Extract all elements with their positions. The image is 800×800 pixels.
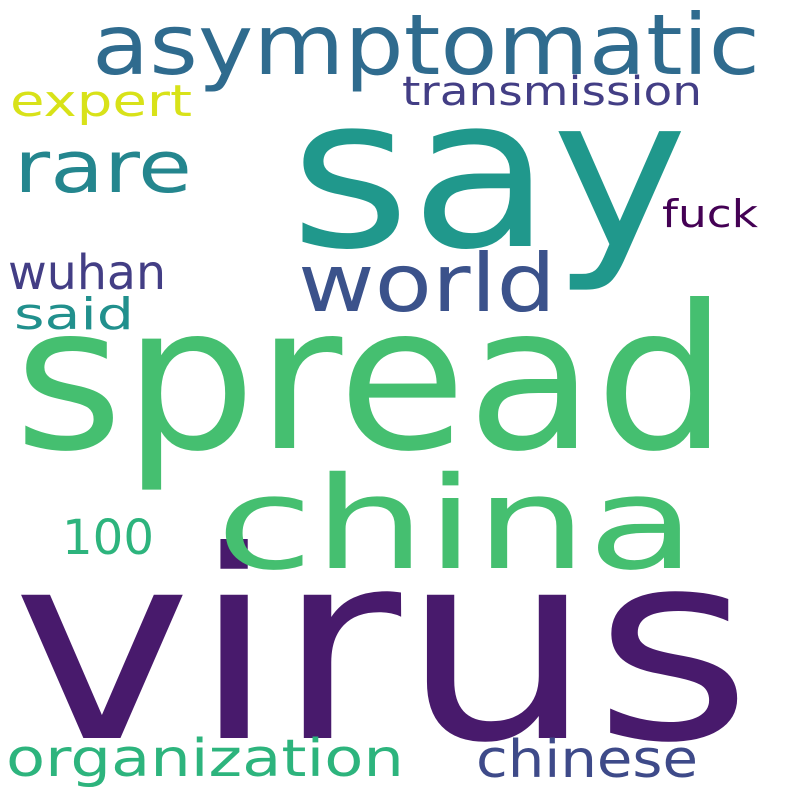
word-say: say <box>290 51 688 296</box>
word-chinese: chinese <box>476 730 698 790</box>
word-expert: expert <box>10 76 192 127</box>
word-organization: organization <box>6 729 404 789</box>
word-virus: virus <box>12 495 752 800</box>
word-fuck: fuck <box>662 192 758 236</box>
word-said: said <box>14 289 134 340</box>
word-rare: rare <box>14 125 192 209</box>
word-china: china <box>216 450 696 599</box>
word-transmission: transmission <box>402 69 702 115</box>
word-wuhan: wuhan <box>8 245 166 301</box>
word-world: world <box>298 237 556 330</box>
word-spread: spread <box>14 263 728 496</box>
word-100: 100 <box>62 510 154 566</box>
word-asymptomatic: asymptomatic <box>92 0 760 94</box>
